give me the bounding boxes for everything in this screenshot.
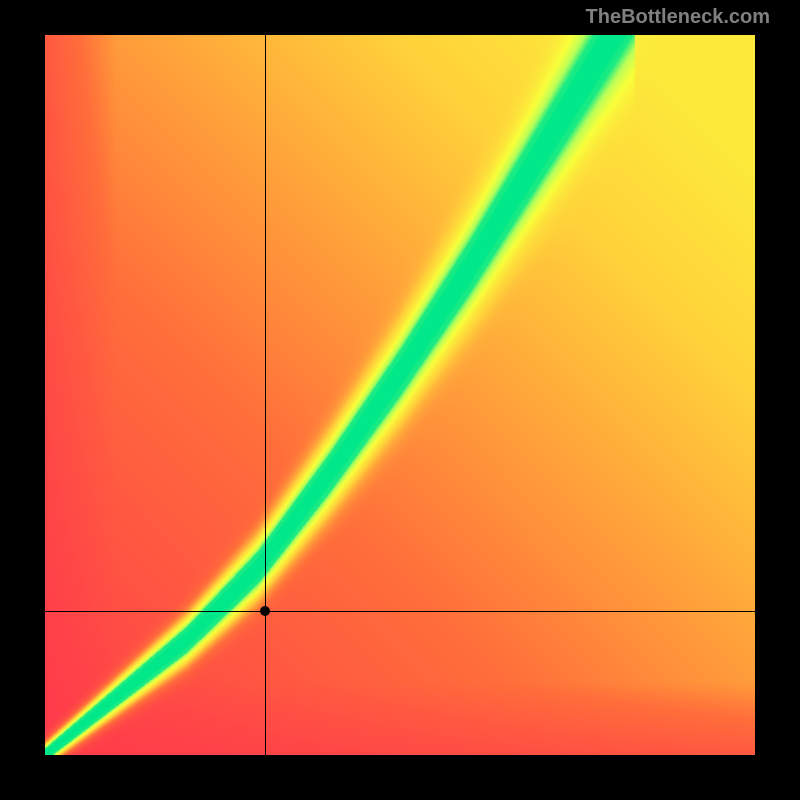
watermark-text: TheBottleneck.com	[586, 6, 770, 29]
bottleneck-heatmap	[45, 35, 755, 755]
heatmap-canvas	[45, 35, 755, 755]
